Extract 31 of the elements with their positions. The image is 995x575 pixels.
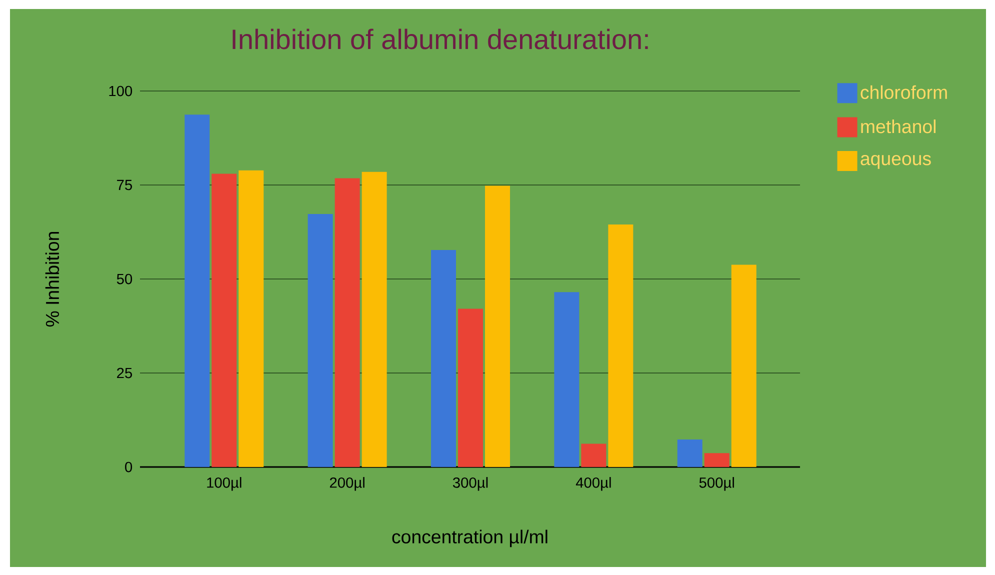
legend-label: aqueous [860,155,931,169]
x-tick-label: 200µl [330,477,364,491]
bar [677,440,702,467]
y-tick-label: 100 [109,86,132,96]
x-axis-title: concentration µl/ml [392,530,548,548]
bar [581,444,606,467]
x-tick-label: 500µl [699,477,734,491]
y-tick-label: 50 [116,274,132,284]
bar [308,214,333,467]
bar [608,224,634,467]
chart-title: Inhibition of albumin denaturation: [232,28,648,50]
bar [212,174,237,467]
bar [431,250,456,467]
bar [362,172,387,467]
y-axis-title: % Inhibition [45,232,60,327]
bar [184,114,210,467]
bar [458,308,483,467]
bar [334,178,360,467]
bar [238,170,264,467]
x-tick-label: 100µl [207,477,242,491]
bar [485,186,510,467]
legend-label: chloroform [860,85,947,100]
bar [731,264,756,467]
y-tick-label: 75 [117,180,132,190]
legend-label: methanol [861,120,936,134]
bar [704,453,730,467]
y-tick-label: 25 [117,368,132,378]
x-tick-label: 300µl [452,477,488,491]
bar [554,292,580,467]
x-tick-label: 400µl [576,477,611,491]
y-tick-label: 0 [125,462,132,472]
